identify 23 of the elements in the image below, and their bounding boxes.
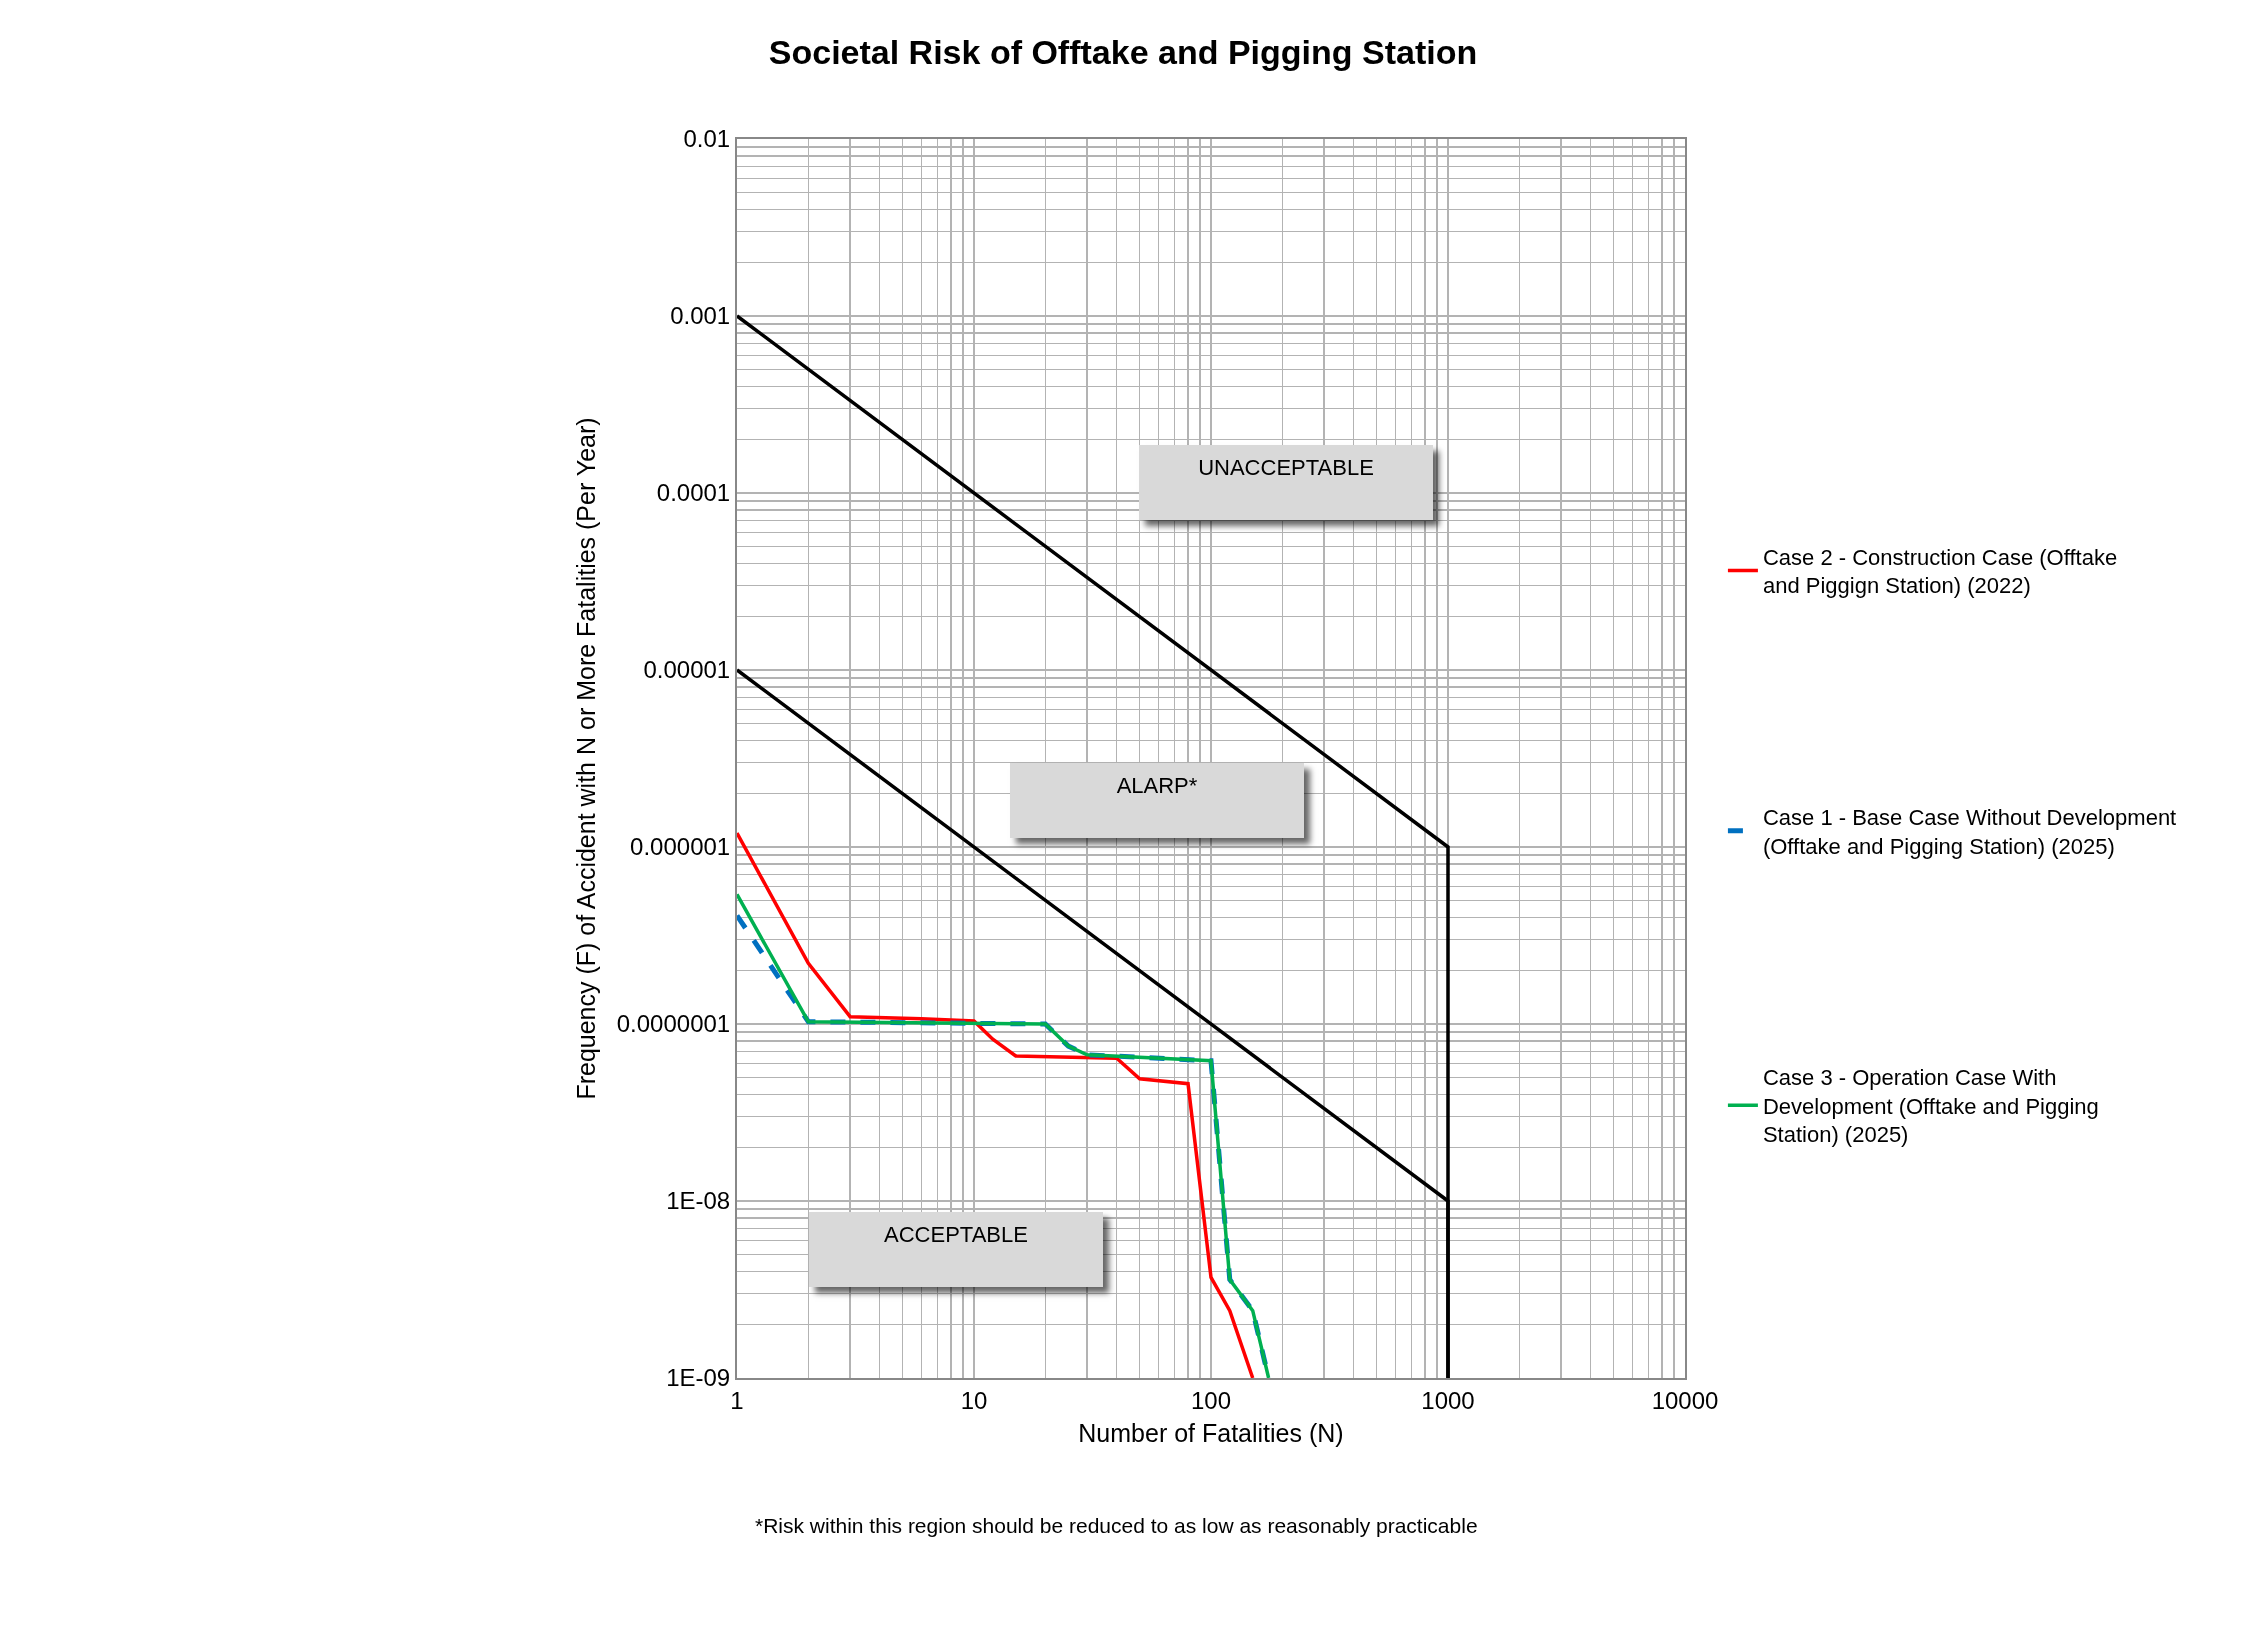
legend-label: Case 3 - Operation Case With Development (Offtake and Pigging Station) (2025) (1762, 1065, 2099, 1148)
text: *Risk within this region should be reduced to as low as reasonably practicable (755, 1514, 1478, 1537)
label-box: ALARP* (1010, 763, 1304, 838)
x-tick-label: 10 (960, 1386, 988, 1414)
y-tick-label: 0.01 (683, 125, 731, 153)
y-axis-title: Frequency (F) of Accident with N or More Fatalities (Per Year) (572, 417, 600, 1100)
legend-label: Case 1 - Base Case Without Development (Offtake and Pigging Station) (2025) (1762, 805, 2177, 859)
x-tick-label: 10000 (1651, 1386, 1719, 1414)
y-tick-label: 0.0000001 (616, 1010, 731, 1038)
chart-title: Societal Risk of Offtake and Pigging Station (768, 33, 1478, 72)
y-tick-label: 1E-08 (666, 1187, 731, 1215)
x-tick-label: 1000 (1421, 1386, 1475, 1414)
x-tick-label: 1 (730, 1386, 744, 1414)
y-tick-label: 0.0001 (656, 479, 731, 507)
x-axis-title: Number of Fatalities (N) (1078, 1419, 1344, 1448)
y-tick-label: 0.001 (670, 302, 731, 330)
y-tick-label: 0.000001 (630, 833, 731, 861)
y-tick-label: 0.00001 (643, 656, 731, 684)
label-box: ACCEPTABLE (809, 1212, 1103, 1287)
label-box: UNACCEPTABLE (1139, 445, 1433, 520)
x-tick-label: 100 (1190, 1386, 1232, 1414)
legend-label: Case 2 - Construction Case (Offtake and Piggign Station) (2022) (1762, 544, 2118, 599)
y-tick-label: 1E-09 (666, 1364, 731, 1392)
